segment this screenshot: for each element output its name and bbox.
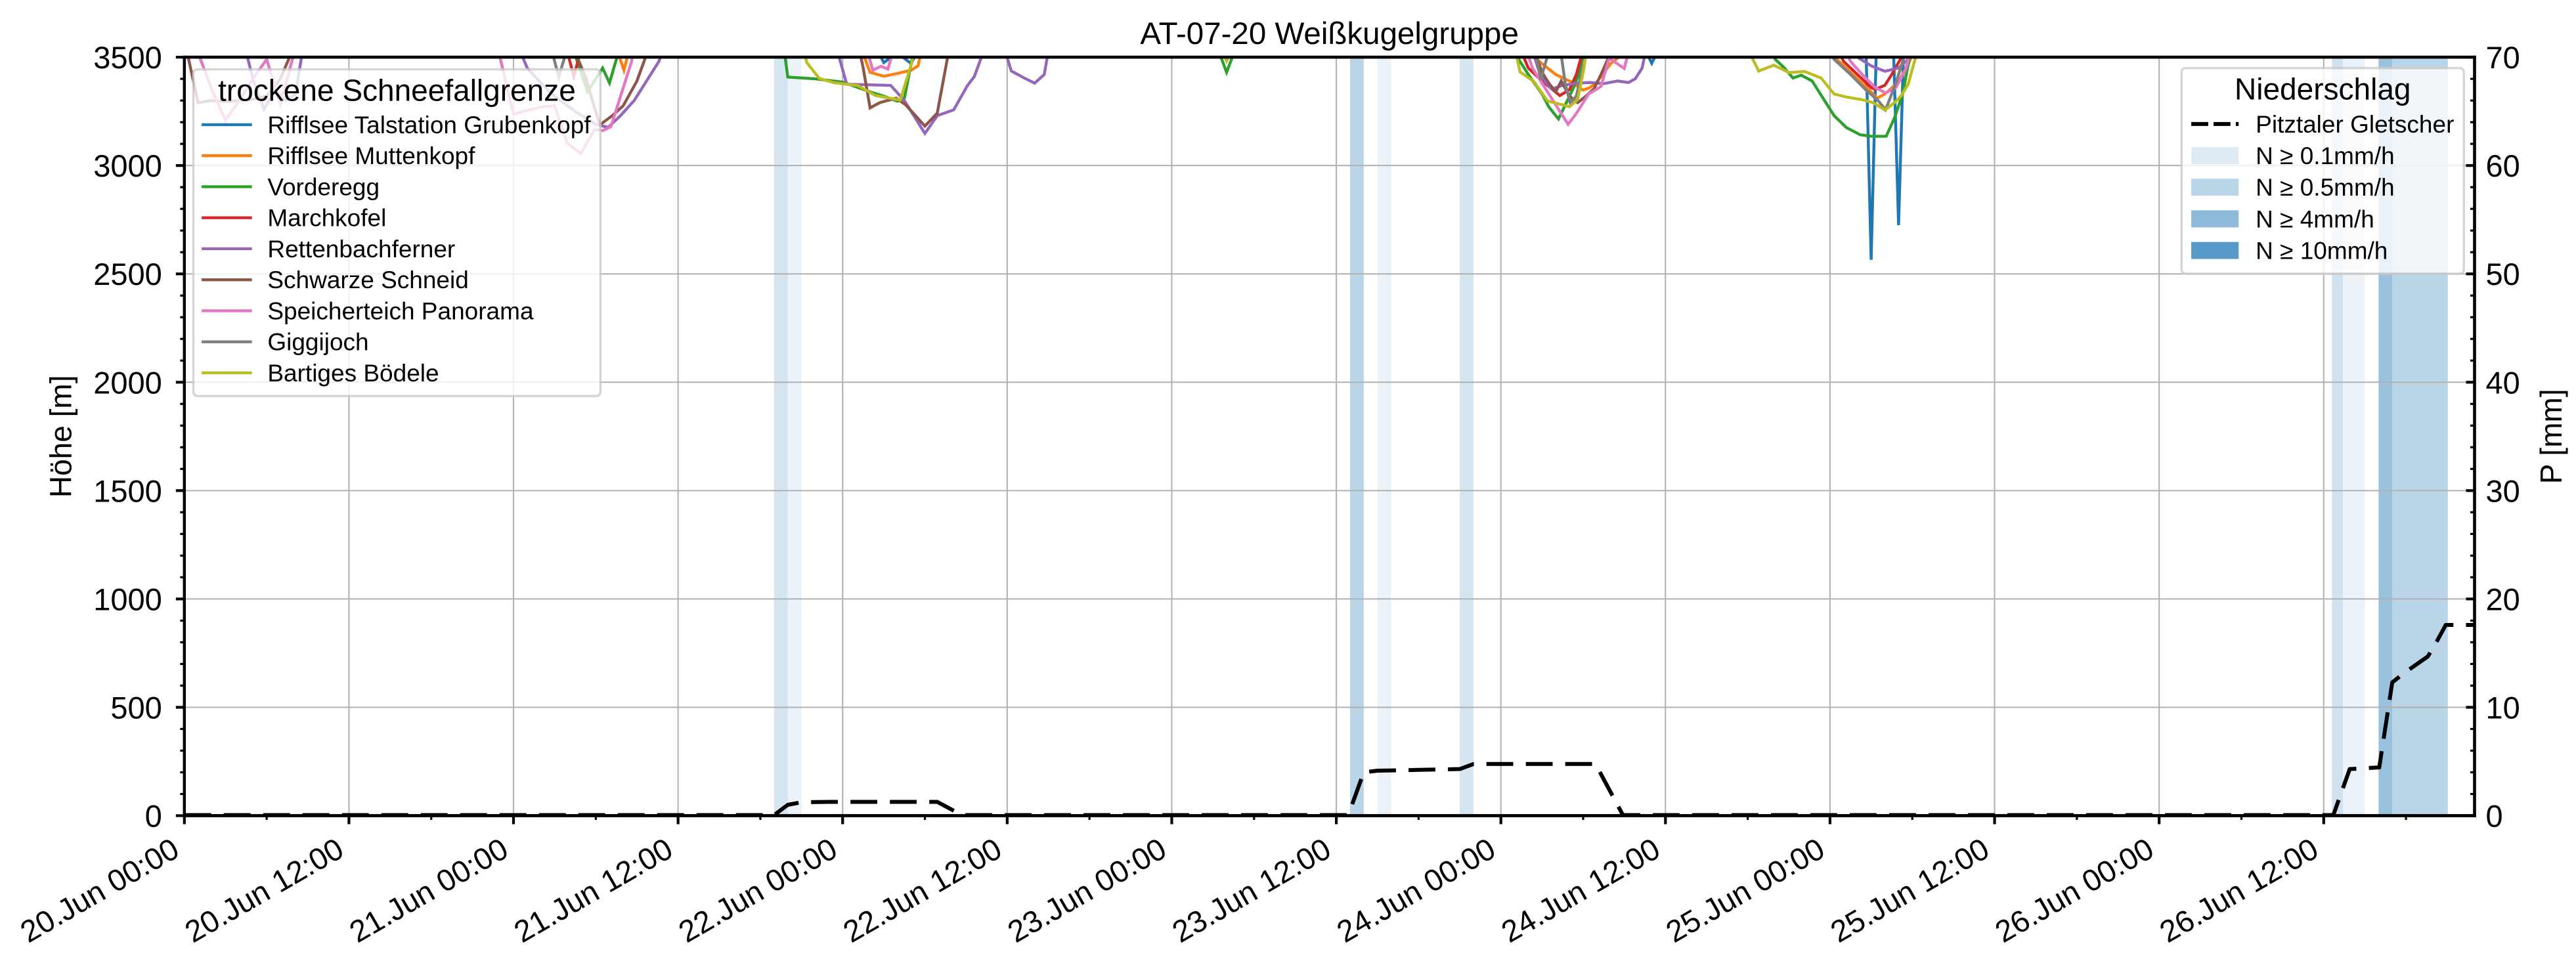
svg-text:50: 50 [2486, 257, 2520, 291]
svg-text:40: 40 [2486, 365, 2520, 400]
svg-text:1000: 1000 [93, 582, 162, 616]
svg-text:Pitztaler Gletscher: Pitztaler Gletscher [2256, 111, 2454, 138]
svg-text:N ≥ 4mm/h: N ≥ 4mm/h [2256, 205, 2374, 232]
svg-text:N ≥ 10mm/h: N ≥ 10mm/h [2256, 238, 2388, 265]
svg-text:10: 10 [2486, 690, 2520, 725]
svg-text:30: 30 [2486, 473, 2520, 508]
svg-text:AT-07-20 Weißkugelgruppe: AT-07-20 Weißkugelgruppe [1140, 16, 1518, 51]
svg-text:P [mm]: P [mm] [2534, 389, 2568, 484]
svg-text:Giggijoch: Giggijoch [267, 329, 368, 356]
svg-text:Rifflsee Talstation Grubenkopf: Rifflsee Talstation Grubenkopf [267, 112, 591, 139]
svg-text:Rifflsee Muttenkopf: Rifflsee Muttenkopf [267, 142, 475, 169]
svg-text:3000: 3000 [93, 148, 162, 183]
svg-text:1500: 1500 [93, 473, 162, 508]
svg-text:Rettenbachferner: Rettenbachferner [267, 236, 455, 263]
svg-text:N ≥ 0.5mm/h: N ≥ 0.5mm/h [2256, 174, 2395, 201]
svg-text:2500: 2500 [93, 257, 162, 291]
svg-text:20: 20 [2486, 582, 2520, 616]
svg-text:Niederschlag: Niederschlag [2235, 72, 2411, 106]
svg-text:2000: 2000 [93, 365, 162, 400]
svg-text:60: 60 [2486, 148, 2520, 183]
svg-text:Bartiges Bödele: Bartiges Bödele [267, 360, 439, 387]
svg-text:trockene Schneefallgrenze: trockene Schneefallgrenze [218, 74, 576, 108]
svg-text:0: 0 [2486, 799, 2503, 834]
svg-text:70: 70 [2486, 40, 2520, 75]
svg-text:Schwarze Schneid: Schwarze Schneid [267, 267, 468, 293]
svg-text:Vorderegg: Vorderegg [267, 173, 380, 200]
svg-text:0: 0 [145, 799, 162, 834]
svg-text:Höhe [m]: Höhe [m] [44, 375, 78, 498]
svg-text:N ≥ 0.1mm/h: N ≥ 0.1mm/h [2256, 142, 2395, 169]
svg-text:3500: 3500 [93, 40, 162, 75]
svg-text:Speicherteich Panorama: Speicherteich Panorama [267, 297, 534, 324]
svg-text:500: 500 [110, 690, 162, 725]
svg-text:Marchkofel: Marchkofel [267, 205, 386, 232]
